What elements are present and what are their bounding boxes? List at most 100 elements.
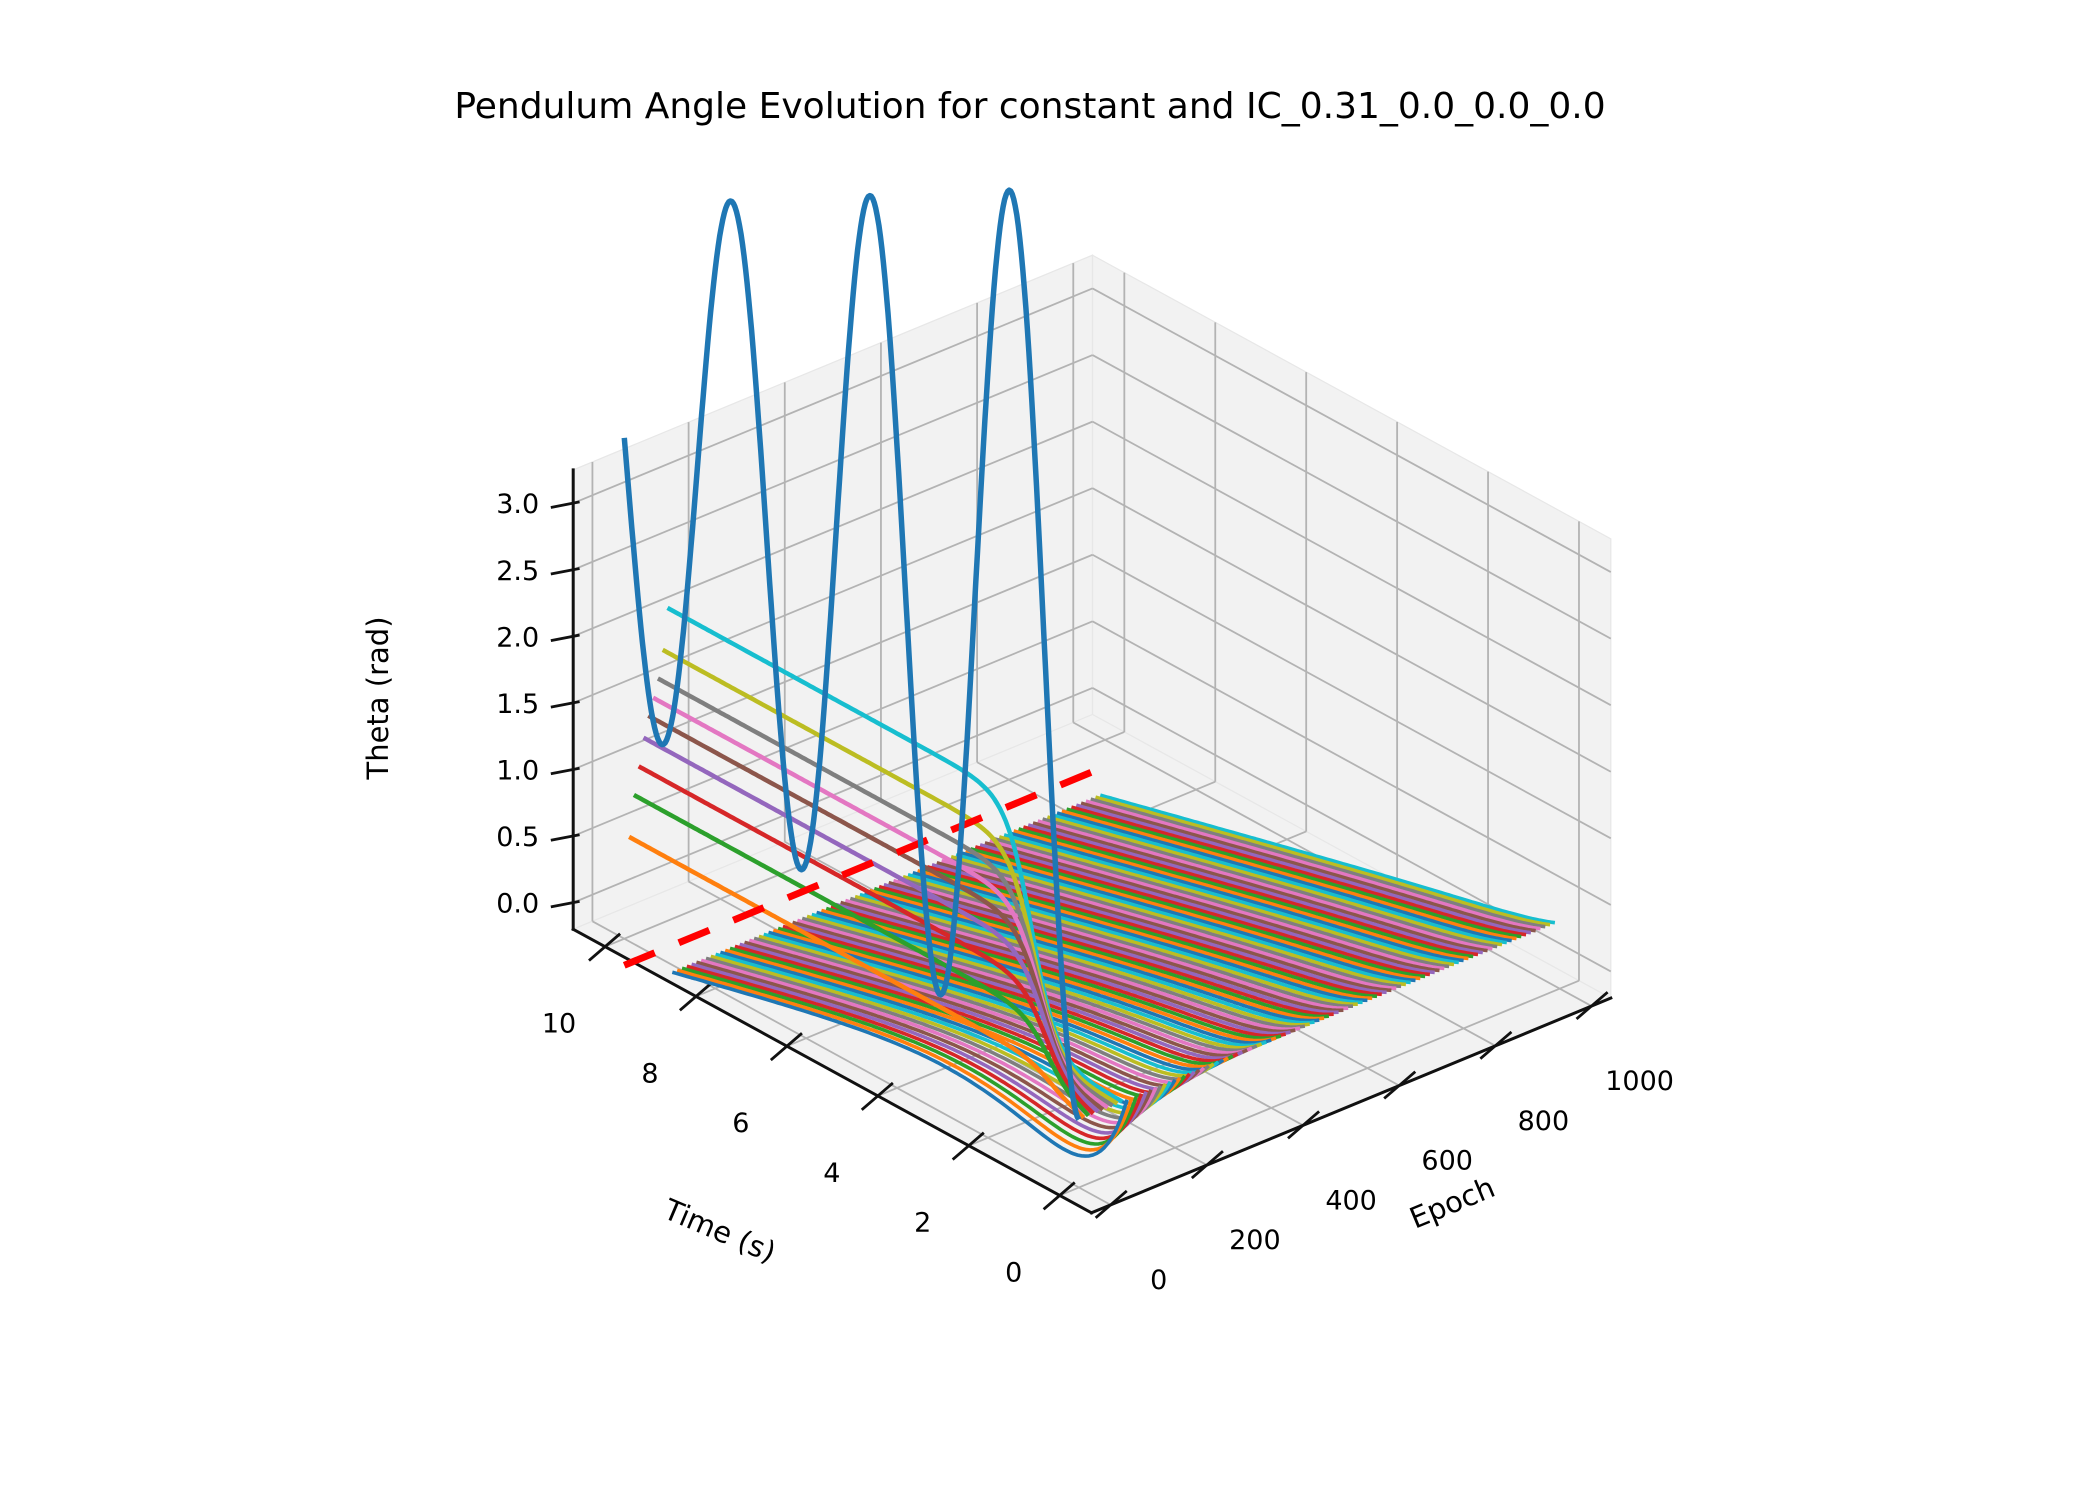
curve-epoch-250 [743,940,1201,1088]
curve-epoch-830 [1022,825,1479,957]
curve-epoch-780 [998,835,1455,967]
reference-line-group [622,763,1107,969]
curve-epoch-140 [691,962,1148,1135]
curve-epoch-690 [955,853,1411,985]
grid-z-right [1092,487,1612,773]
curve-epoch-100 [671,970,1129,1158]
grid-time-floor [1059,979,1580,1197]
curve-epoch-730 [974,845,1431,977]
grid-time-floor [604,731,1125,948]
curve-epoch-110 [676,968,1134,1152]
theta-tick [550,899,580,909]
x-tick-label: 6 [732,1108,749,1139]
axis-lines [550,468,1613,1219]
curve-epoch-990 [1099,793,1556,925]
curve-epoch-850 [1032,821,1488,953]
curve-epoch-0 [621,187,1082,1121]
curve-epoch-890 [1051,813,1508,945]
x-tick-label: 10 [542,1009,576,1040]
curve-epoch-900 [1056,811,1512,943]
curve-epoch-550 [888,880,1344,1013]
curve-epoch-130 [686,964,1144,1141]
grid-z-left [572,420,1093,638]
curve-epoch-840 [1027,823,1484,955]
curve-epoch-720 [969,847,1426,979]
curve-epoch-540 [883,882,1339,1015]
curve-epoch-230 [734,944,1191,1095]
grid-z-right [1092,620,1612,906]
epoch-tick [1190,1150,1224,1180]
time-tick [678,982,712,1012]
curve-epoch-560 [892,878,1349,1011]
tick-labels: 0 2 4 6 8 10 0 200 400 600 800 1000 0.0 0.5 1.0 1.5 2.0 2… [496,489,1674,1296]
curve-epoch-20 [632,792,1091,1118]
epoch-tick [1383,1070,1417,1100]
grid-z-right [1092,354,1612,640]
curve-epoch-10 [628,834,1086,1120]
curve-epoch-30 [637,764,1095,1116]
epoch-tick [1575,991,1609,1021]
epoch-axis-line [1089,996,1613,1215]
curve-epoch-920 [1066,807,1522,939]
curve-epoch-760 [989,839,1445,971]
x-tick-label: 4 [823,1158,840,1189]
curve-epoch-340 [787,922,1244,1060]
z-axis-label: Theta (rad) [361,616,395,780]
curve-epoch-270 [753,936,1210,1081]
curve-epoch-750 [984,841,1440,973]
curve-epoch-360 [796,918,1253,1055]
curve-epoch-410 [820,908,1277,1043]
curve-epoch-120 [681,966,1139,1146]
curve-epoch-260 [748,938,1206,1085]
curve-epoch-60 [652,695,1109,1110]
z-tick-label: 0.5 [496,822,539,853]
curve-epoch-490 [859,892,1315,1025]
curve-epoch-240 [739,942,1196,1092]
curve-epoch-880 [1046,815,1503,947]
x-tick-label: 0 [1005,1257,1022,1288]
time-tick [769,1032,803,1062]
time-axis-line [571,927,1094,1215]
z-tick-label: 3.0 [496,489,539,520]
x-tick-label: 2 [914,1208,931,1239]
y-tick-label: 1000 [1605,1066,1674,1097]
epoch-tick [1287,1110,1321,1140]
grid-z-right [1092,287,1612,573]
curve-epoch-520 [873,886,1329,1019]
curve-epoch-480 [854,894,1310,1027]
x-axis-label: Time (s) [658,1192,781,1270]
grid-z-left [572,620,1093,837]
curve-epoch-910 [1061,809,1517,941]
curve-epoch-790 [1003,833,1459,965]
reference-dashed-line [622,763,1107,969]
curve-epoch-510 [869,888,1325,1021]
curve-epoch-960 [1085,799,1541,931]
time-tick [951,1131,985,1161]
y-tick-label: 800 [1518,1106,1570,1137]
curve-epoch-810 [1013,829,1469,961]
curve-epoch-590 [907,872,1363,1005]
x-tick-label: 8 [641,1058,658,1089]
curve-epoch-870 [1042,817,1498,949]
curve-epoch-820 [1018,827,1474,959]
curve-epoch-980 [1094,795,1551,927]
curve-epoch-650 [936,860,1392,993]
epoch-0-curve-group [621,187,1082,1121]
curve-epoch-940 [1075,803,1532,935]
theta-tick [550,833,580,842]
grid-z-left [572,354,1093,571]
curve-epoch-700 [960,851,1416,983]
curve-epoch-930 [1070,805,1527,937]
curve-epoch-970 [1090,797,1546,929]
theta-tick [550,633,580,642]
curve-epoch-710 [965,849,1421,981]
curve-epoch-280 [758,934,1215,1078]
theta-tick [550,766,580,776]
grid-epoch-floor [592,920,1112,1206]
y-tick-label: 600 [1421,1146,1473,1177]
y-tick-label: 0 [1150,1265,1167,1296]
curve-epoch-320 [777,926,1234,1066]
time-tick [1042,1181,1076,1211]
